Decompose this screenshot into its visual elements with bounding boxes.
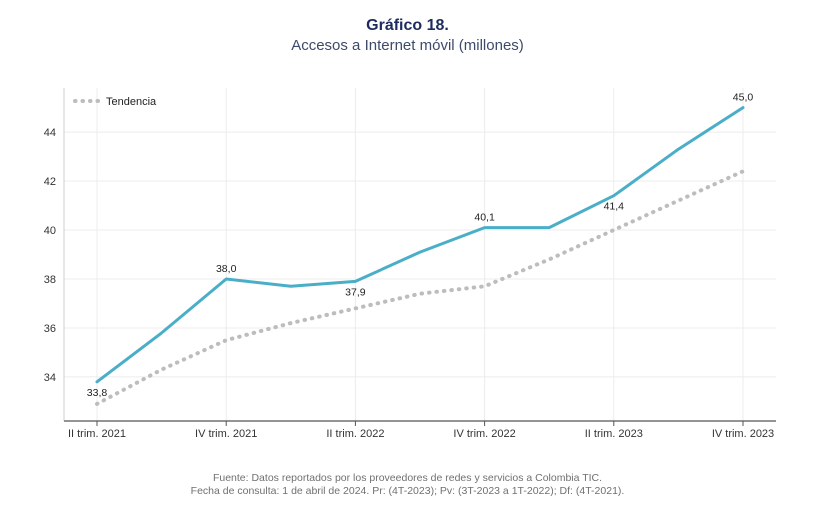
data-label: 38,0	[216, 263, 237, 275]
line-chart: 34 36 38 40 42 44 II trim. 2021 IV trim. 2021 II…	[44, 88, 776, 440]
footnote-source: Fuente: Datos reportados por los proveed…	[212, 472, 603, 484]
y-tick-label: 40	[44, 225, 56, 237]
x-tick-label: II trim. 2023	[585, 428, 643, 440]
x-tick-label: IV trim. 2022	[453, 428, 515, 440]
source-footnote: Fuente: Datos reportados por los proveed…	[0, 472, 815, 498]
data-label: 45,0	[733, 92, 754, 104]
y-tick-label: 42	[44, 176, 56, 188]
y-tick-label: 38	[44, 274, 56, 286]
y-tick-label: 34	[44, 372, 56, 384]
x-tick-label: II trim. 2021	[68, 428, 126, 440]
chart-heading: Gráfico 18. Accesos a Internet móvil (mi…	[0, 16, 815, 56]
footnote-dates: Fecha de consulta: 1 de abril de 2024. P…	[190, 485, 625, 497]
x-tick-label: II trim. 2022	[326, 428, 384, 440]
y-tick-label: 36	[44, 323, 56, 335]
x-tick-label: IV trim. 2023	[712, 428, 774, 440]
data-label: 40,1	[474, 212, 495, 224]
series-line-trend	[95, 169, 745, 406]
data-label: 33,8	[87, 387, 108, 399]
data-label: 41,4	[604, 201, 625, 213]
y-tick-label: 44	[44, 127, 56, 139]
figure-label: Gráfico 18.	[366, 17, 449, 34]
legend-label: Tendencia	[106, 96, 157, 108]
series-line-main	[95, 106, 745, 384]
x-tick-label: IV trim. 2021	[195, 428, 257, 440]
data-label: 37,9	[345, 286, 366, 298]
chart-title: Accesos a Internet móvil (millones)	[291, 37, 524, 54]
